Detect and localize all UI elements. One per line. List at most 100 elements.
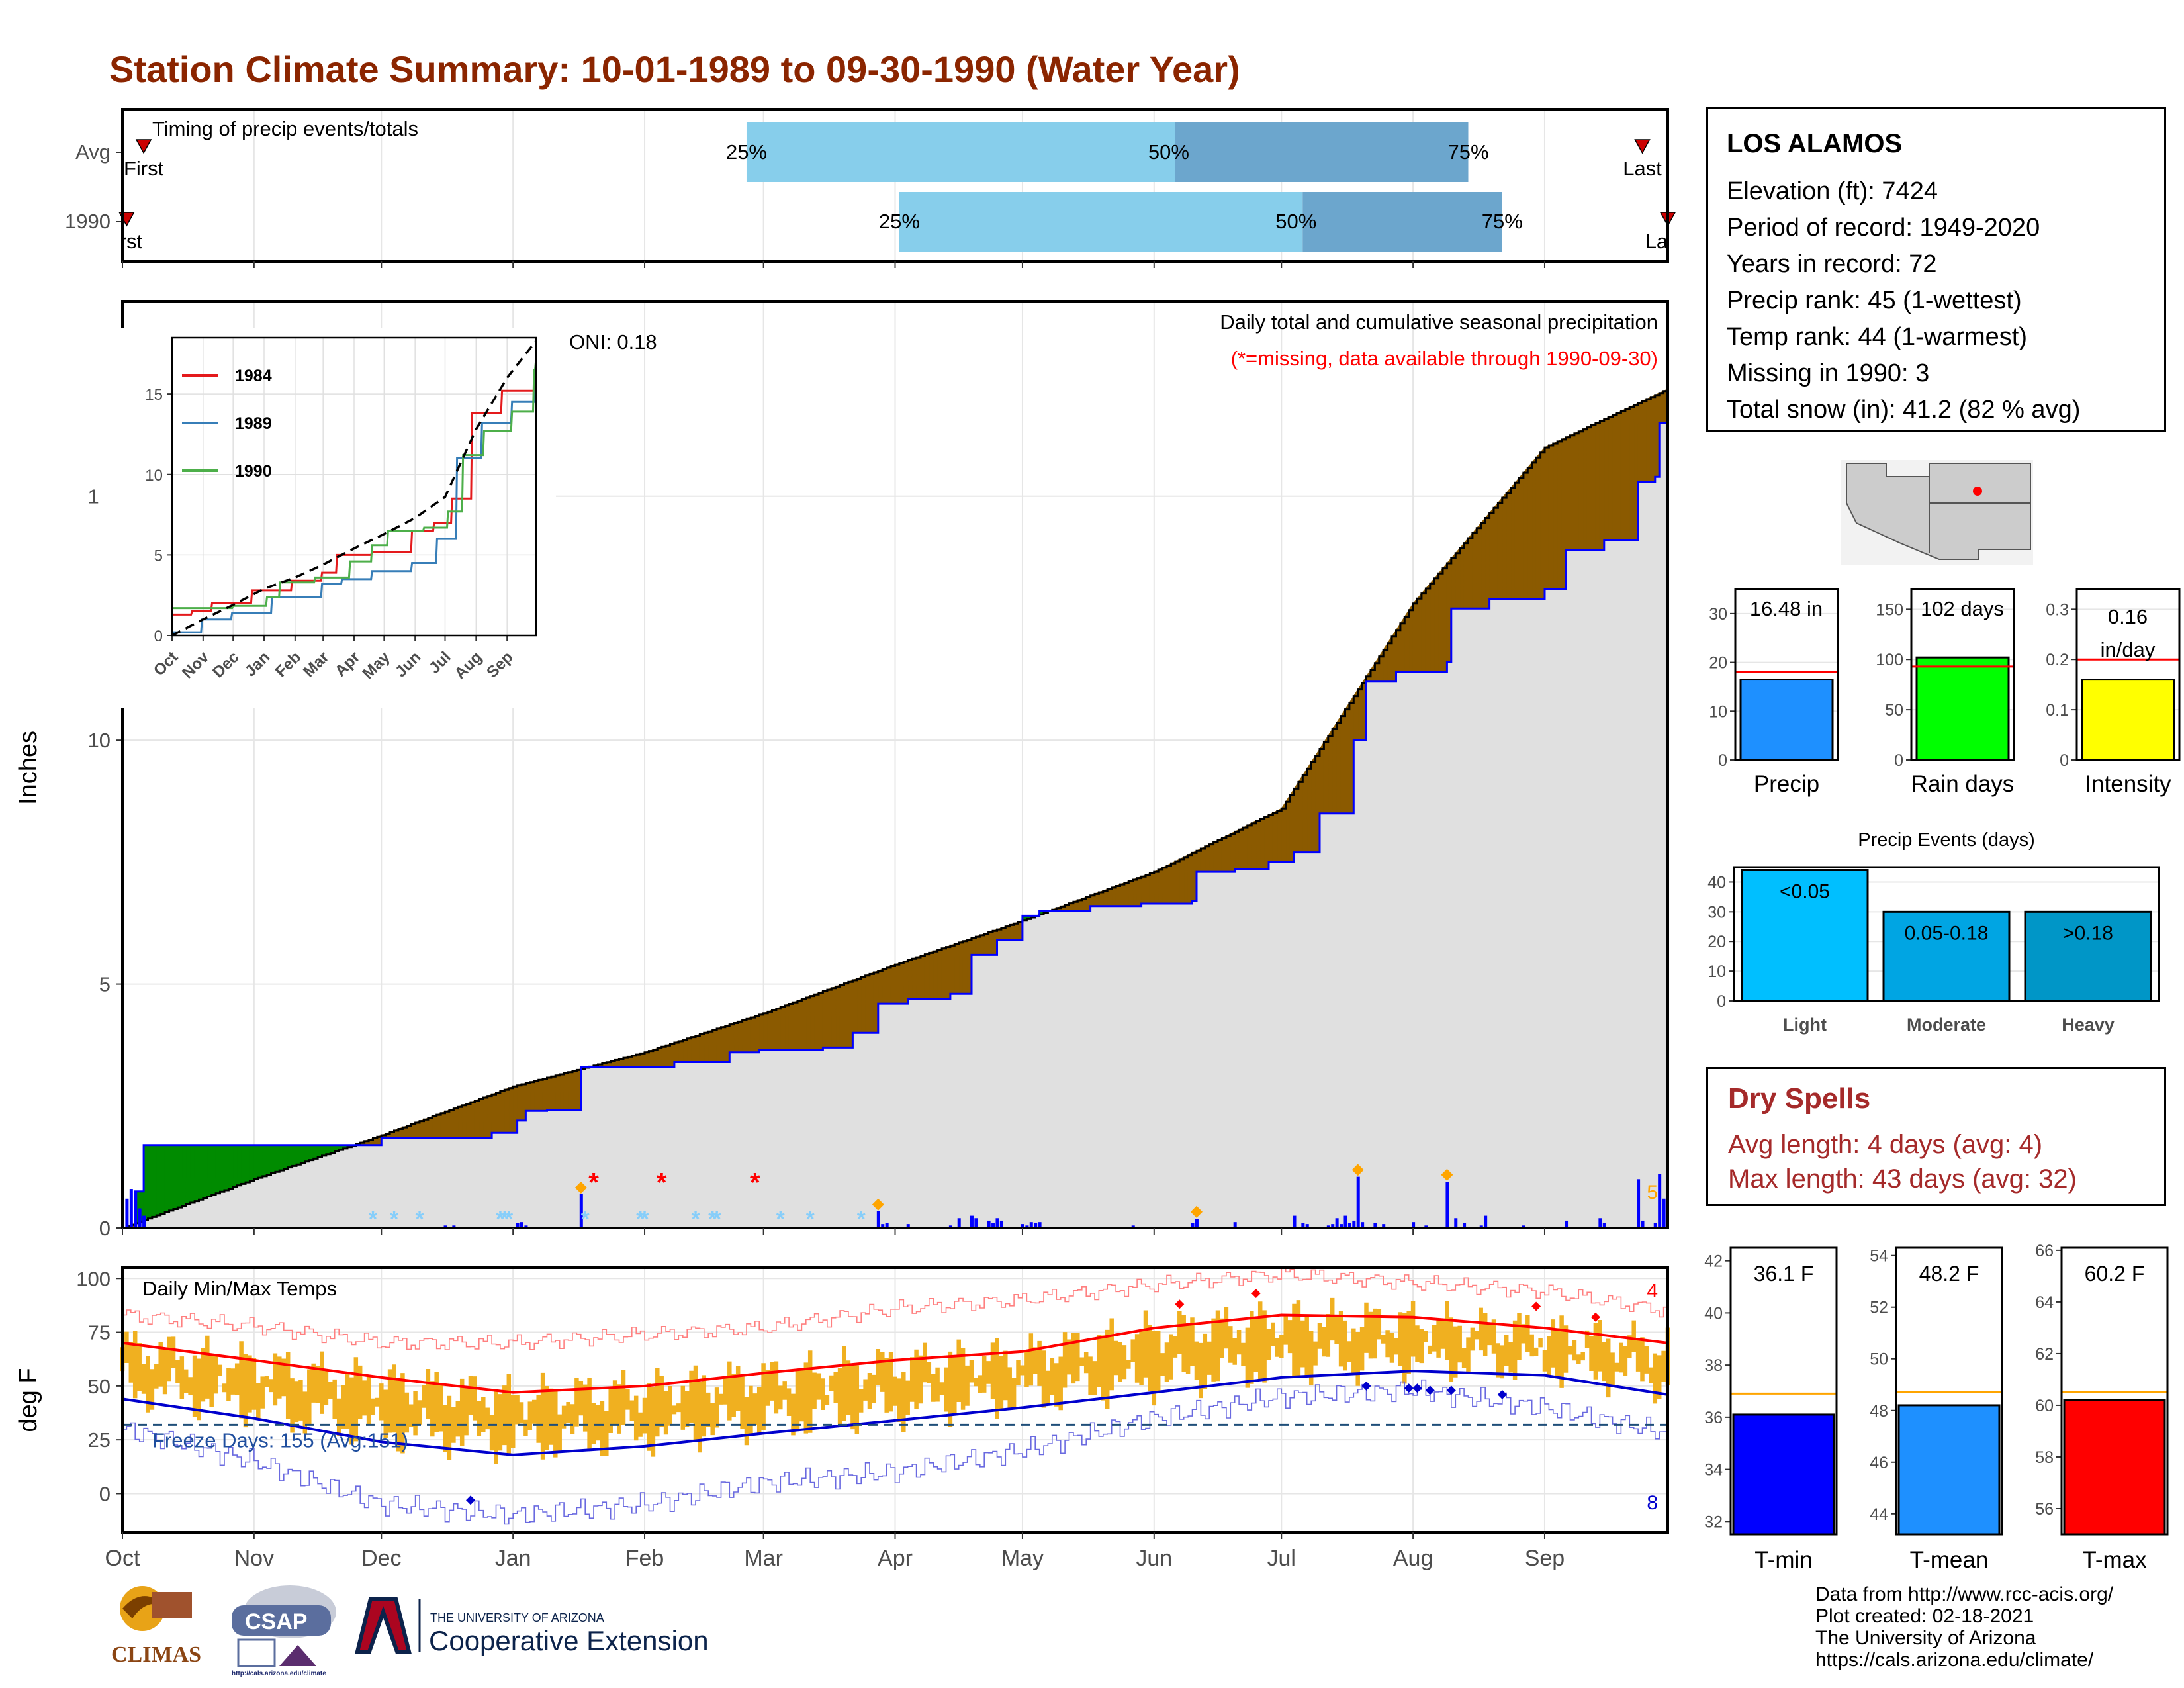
precip-daily-bar <box>125 1198 129 1228</box>
inset-series-1990 <box>172 358 537 610</box>
precip-daily-bar <box>1347 1223 1351 1228</box>
precip-events-category-label: Heavy <box>2062 1015 2115 1035</box>
csap-logo-url: http://cals.arizona.edu/climate <box>232 1670 326 1677</box>
precip-daily-bar <box>970 1215 974 1228</box>
precip-annotation: Daily total and cumulative seasonal prec… <box>1220 310 1658 334</box>
timing-last-label-1990: Last <box>1645 230 1684 253</box>
precip-cumulative-base-area <box>122 423 1668 1229</box>
precip-events-y-tick-label: 20 <box>1707 933 1726 951</box>
inset-y-tick-label: 0 <box>154 628 163 645</box>
inset-series-1989 <box>172 374 537 633</box>
precip-y-tick-label: 0 <box>99 1217 111 1240</box>
temp-record-low-marker <box>1425 1385 1435 1395</box>
timing-bar-q3 <box>1302 192 1502 252</box>
precip-heavy-event-marker <box>574 1181 587 1194</box>
temp-x-tick-label: Jun <box>1136 1546 1172 1571</box>
timing-bar-q3 <box>1175 122 1469 182</box>
credit-line-university: The University of Arizona <box>1815 1627 2036 1649</box>
timing-first-label-avg: First <box>124 157 164 180</box>
precip-daily-bar <box>1373 1223 1377 1228</box>
temp-x-tick-label: Oct <box>105 1546 140 1571</box>
precip-daily-bar <box>974 1218 978 1228</box>
temp-x-tick-label: Apr <box>878 1546 913 1571</box>
timing-label-50: 50% <box>1275 210 1316 233</box>
precip-daily-bar <box>1305 1224 1309 1228</box>
ua-big-text: Cooperative Extension <box>429 1625 709 1656</box>
temp-freeze-days-label: Freeze Days: 155 (Avg:151) <box>152 1429 408 1452</box>
temp-average-min-line <box>122 1370 1668 1456</box>
precip-snow-marker: * <box>691 1207 700 1232</box>
precip-daily-bar <box>579 1194 583 1228</box>
inset-y-tick-label: 5 <box>154 547 163 565</box>
precip-events-border <box>1733 866 2160 1002</box>
dry-spells-avg: Avg length: 4 days (avg: 4) <box>1728 1130 2043 1159</box>
intensity-panel-y-tick-label: 0.2 <box>2046 651 2069 669</box>
tmin-panel-y-tick-label: 32 <box>1704 1513 1723 1531</box>
precip-daily-bar <box>876 1211 880 1228</box>
precip-daily-bar <box>1637 1179 1641 1228</box>
precip-daily-bar <box>995 1218 999 1228</box>
precip-daily-bar <box>1356 1176 1360 1228</box>
temp-record-low-marker <box>1404 1383 1414 1393</box>
timing-bar-q2 <box>899 192 1303 252</box>
station-name: LOS ALAMOS <box>1727 129 1903 158</box>
precip-daily-bar <box>1331 1224 1335 1228</box>
credit-line-source: Data from http://www.rcc-acis.org/ <box>1815 1583 2114 1605</box>
precip-events-bar-label: >0.18 <box>2063 922 2113 944</box>
tmin-panel-y-tick-label: 36 <box>1704 1409 1723 1427</box>
tmax-panel-y-tick-label: 58 <box>2035 1448 2054 1467</box>
precip-events-bar-moderate <box>1882 910 2011 1002</box>
intensity-unit-label: in/day <box>2101 638 2156 661</box>
precip-events-category-label: Light <box>1783 1015 1827 1035</box>
intensity-panel-y-tick-label: 0 <box>2060 751 2069 770</box>
station-period: Period of record: 1949-2020 <box>1727 214 2040 242</box>
tmax-panel-y-tick-label: 56 <box>2035 1500 2054 1519</box>
temp-record-low-marker <box>1497 1389 1507 1399</box>
rain-days-panel-y-tick-label: 150 <box>1876 600 1903 619</box>
precip-y-axis-label: Inches <box>15 731 42 805</box>
precip-daily-bar <box>1293 1215 1297 1228</box>
timing-panel-title: Timing of precip events/totals <box>152 117 418 140</box>
intensity-panel-x-label: Intensity <box>2085 771 2171 797</box>
temp-record-high-marker <box>1531 1301 1541 1311</box>
precip-snow-marker: * <box>415 1207 424 1232</box>
credit-line-date: Plot created: 02-18-2021 <box>1815 1605 2034 1627</box>
precip-missing-annotation: (*=missing, data available through 1990-… <box>1231 347 1658 370</box>
intensity-panel-y-tick-label: 0.1 <box>2046 701 2069 720</box>
precip-daily-bar <box>1565 1220 1569 1228</box>
precip-daily-bar <box>1445 1182 1449 1228</box>
precip-daily-bar <box>1382 1224 1386 1228</box>
precip-events-y-tick-label: 30 <box>1707 903 1726 921</box>
timing-first-label-1990: First <box>103 230 143 253</box>
tmean-panel-y-tick-label: 54 <box>1870 1247 1888 1266</box>
tmean-panel-y-tick-label: 48 <box>1870 1402 1888 1421</box>
station-info-box: LOS ALAMOS Elevation (ft): 7424 Period o… <box>1706 107 2166 432</box>
precip-daily-bar <box>129 1189 133 1228</box>
tmax-panel-value-bar <box>2063 1399 2166 1536</box>
rain-days-panel-value-bar <box>1915 656 2010 761</box>
precip-daily-bar <box>1653 1223 1657 1228</box>
logos: CLIMAS CSAP http://cals.arizona.edu/clim… <box>111 1585 709 1677</box>
tmax-panel-y-tick-label: 62 <box>2035 1345 2054 1364</box>
precip-daily-bar <box>991 1223 995 1228</box>
precip-daily-bar <box>1463 1223 1467 1228</box>
dry-spells-heading: Dry Spells <box>1728 1082 1871 1115</box>
precip-events-title: Precip Events (days) <box>1858 829 2035 851</box>
precip-daily-bar <box>881 1224 885 1228</box>
precip-daily-bar <box>1233 1222 1237 1228</box>
dry-spells-max: Max length: 43 days (avg: 32) <box>1728 1164 2077 1194</box>
inset-y-tick-label: 15 <box>145 386 163 404</box>
precip-total-panel-border <box>1734 588 1839 761</box>
timing-label-75: 75% <box>1482 210 1523 233</box>
tmean-panel-y-tick-label: 50 <box>1870 1350 1888 1369</box>
precip-snow-marker: * <box>708 1207 717 1232</box>
credits: Data from http://www.rcc-acis.org/ Plot … <box>1815 1583 2113 1671</box>
ua-small-text: THE UNIVERSITY OF ARIZONA <box>430 1611 604 1624</box>
precip-daily-bar <box>1191 1223 1195 1228</box>
precip-daily-bar <box>516 1223 520 1228</box>
temp-record-high-count: 4 <box>1647 1280 1658 1302</box>
inset-border <box>171 336 537 637</box>
tmean-panel-y-tick-label: 44 <box>1870 1505 1888 1524</box>
precip-average-cumulative-line <box>122 389 1669 1229</box>
